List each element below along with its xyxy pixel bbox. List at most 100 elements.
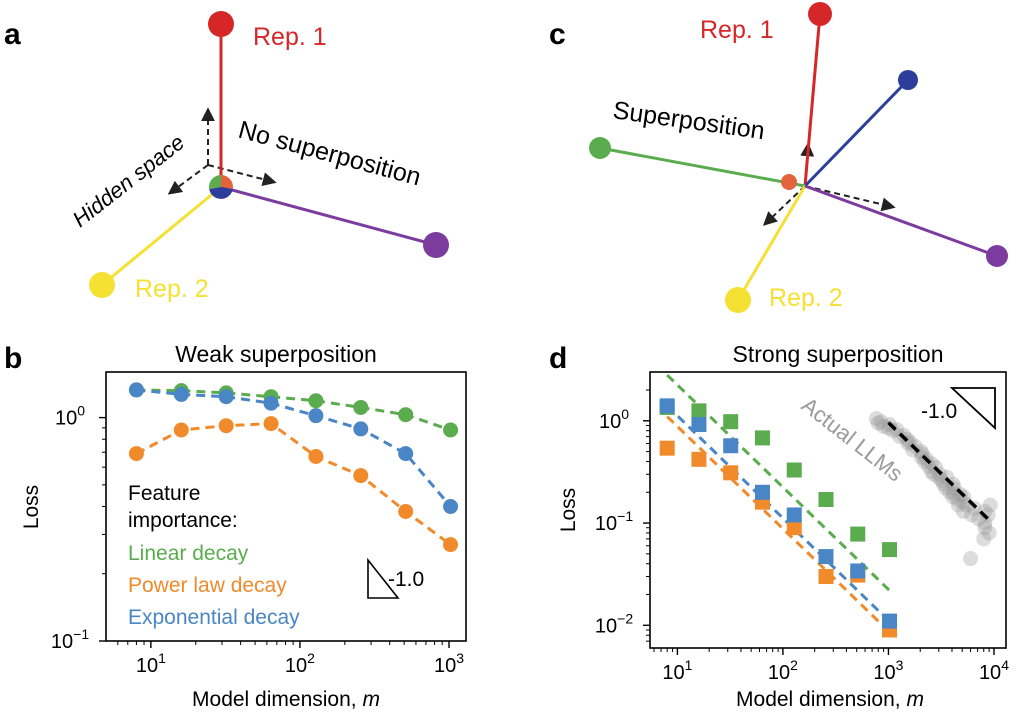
chart-d-slope-triangle	[949, 387, 996, 431]
data-point-exponential-decay	[353, 421, 369, 437]
data-point-linear-decay	[443, 422, 459, 438]
data-point-power-law-decay	[398, 503, 414, 519]
rep2-label: Rep. 2	[135, 275, 209, 303]
rep2-dot	[725, 287, 751, 313]
data-point-linear-decay	[786, 462, 802, 478]
x-tick-label: 101	[136, 650, 166, 677]
data-point-power-law-decay	[308, 448, 324, 464]
data-point-exponential-decay	[218, 389, 234, 405]
llm-point	[873, 414, 889, 430]
chart-b-legend: Feature importance: Linear decay Power l…	[128, 482, 300, 629]
panel-b: b Weak superposition 101 102 103 100 10−1 Lo…	[4, 341, 467, 711]
purple-dot	[423, 232, 449, 258]
x-tick-label: 104	[979, 657, 1009, 684]
rep2-vector	[101, 185, 222, 287]
llm-point	[950, 497, 966, 513]
no-superposition-label: No superposition	[235, 116, 423, 192]
data-point-linear-decay	[818, 491, 834, 507]
llm-point	[876, 418, 892, 434]
blue-vector	[803, 78, 910, 188]
data-point-linear-decay	[353, 399, 369, 415]
llm-point	[945, 484, 961, 500]
superposition-label: Superposition	[611, 96, 766, 145]
blue-dot	[898, 70, 918, 90]
data-point-exponential-decay	[882, 613, 898, 629]
legend-linear-decay: Linear decay	[128, 542, 249, 565]
data-point-exponential-decay	[754, 484, 770, 500]
data-point-power-law-decay	[263, 416, 279, 432]
data-point-power-law-decay	[786, 520, 802, 536]
y-tick-label: 100	[55, 403, 85, 430]
rep1-dot	[808, 2, 832, 26]
data-point-exponential-decay	[173, 386, 189, 402]
llm-point	[921, 458, 937, 474]
data-point-power-law-decay	[128, 446, 144, 462]
hidden-axis-right	[804, 185, 896, 212]
llm-point	[934, 473, 950, 489]
fit-line-exponential-decay	[666, 404, 891, 623]
x-tick-label: 101	[662, 657, 692, 684]
panel-a: a Rep. 1 Rep. 2 Hidden space No superpos…	[4, 11, 449, 303]
panel-c: c Rep. 1 Rep. 2 Superposition	[549, 2, 1008, 313]
panel-c-label: c	[549, 18, 566, 51]
llm-point	[981, 525, 997, 541]
data-point-exponential-decay	[308, 408, 324, 424]
data-point-power-law-decay	[723, 465, 739, 481]
data-point-linear-decay	[723, 414, 739, 430]
llm-point	[949, 491, 965, 507]
llm-point	[977, 515, 993, 531]
data-point-power-law-decay	[818, 569, 834, 585]
data-point-power-law-decay	[353, 468, 369, 484]
actual-llms-label: Actual LLMs	[797, 392, 908, 486]
chart-d-frame	[649, 371, 1007, 649]
data-point-power-law-decay	[659, 440, 675, 456]
origin-dot	[209, 175, 233, 199]
chart-b-axes: 101 102 103 100 10−1	[51, 403, 464, 677]
llm-fit-line	[887, 421, 991, 522]
data-point-exponential-decay	[398, 446, 414, 462]
chart-b-slope-label: -1.0	[388, 568, 424, 591]
purple-dot	[986, 245, 1008, 267]
panel-a-label: a	[4, 18, 21, 51]
data-point-exponential-decay	[128, 382, 144, 398]
purple-vector	[804, 184, 998, 258]
legend-exponential-decay: Exponential decay	[128, 606, 300, 629]
orange-dot	[781, 174, 797, 190]
chart-d-ylabel: Loss	[557, 488, 580, 532]
data-point-exponential-decay	[850, 563, 866, 579]
data-point-linear-decay	[754, 430, 770, 446]
green-dot	[589, 137, 611, 159]
series-line-power-law-decay	[135, 422, 452, 546]
chart-b-title: Weak superposition	[175, 341, 377, 367]
data-point-linear-decay	[398, 407, 414, 423]
llm-point	[885, 423, 901, 439]
chart-d-plot-area	[659, 373, 998, 638]
chart-d-slope-label: -1.0	[921, 400, 957, 423]
x-tick-label: 103	[434, 650, 464, 677]
llm-point	[942, 484, 958, 500]
llm-point	[870, 415, 886, 431]
green-vector	[599, 146, 806, 188]
chart-d-axes: 101 102 103 104 100 10−1 10−2	[595, 389, 1009, 684]
llm-point	[931, 469, 947, 485]
chart-b-slope-triangle	[367, 557, 400, 599]
chart-d-title: Strong superposition	[733, 341, 944, 367]
data-point-exponential-decay	[263, 395, 279, 411]
hidden-space-label: Hidden space	[68, 129, 189, 232]
chart-b-ylabel: Loss	[20, 485, 43, 529]
llm-point	[892, 429, 908, 445]
data-point-power-law-decay	[218, 418, 234, 434]
llm-point	[977, 520, 993, 536]
llm-point	[964, 507, 980, 523]
panel-d: d Strong superposition 101 102 103 10410010…	[549, 341, 1009, 711]
rep2-dot	[89, 272, 115, 298]
rep2-label: Rep. 2	[769, 284, 843, 312]
llm-point	[955, 494, 971, 510]
rep2-vector	[736, 185, 807, 301]
hidden-axis-left	[762, 185, 806, 226]
data-point-exponential-decay	[659, 398, 675, 414]
legend-title-line1: Feature	[128, 482, 200, 505]
rep1-label: Rep. 1	[700, 16, 774, 44]
x-tick-label: 102	[285, 650, 315, 677]
data-point-linear-decay	[850, 526, 866, 542]
